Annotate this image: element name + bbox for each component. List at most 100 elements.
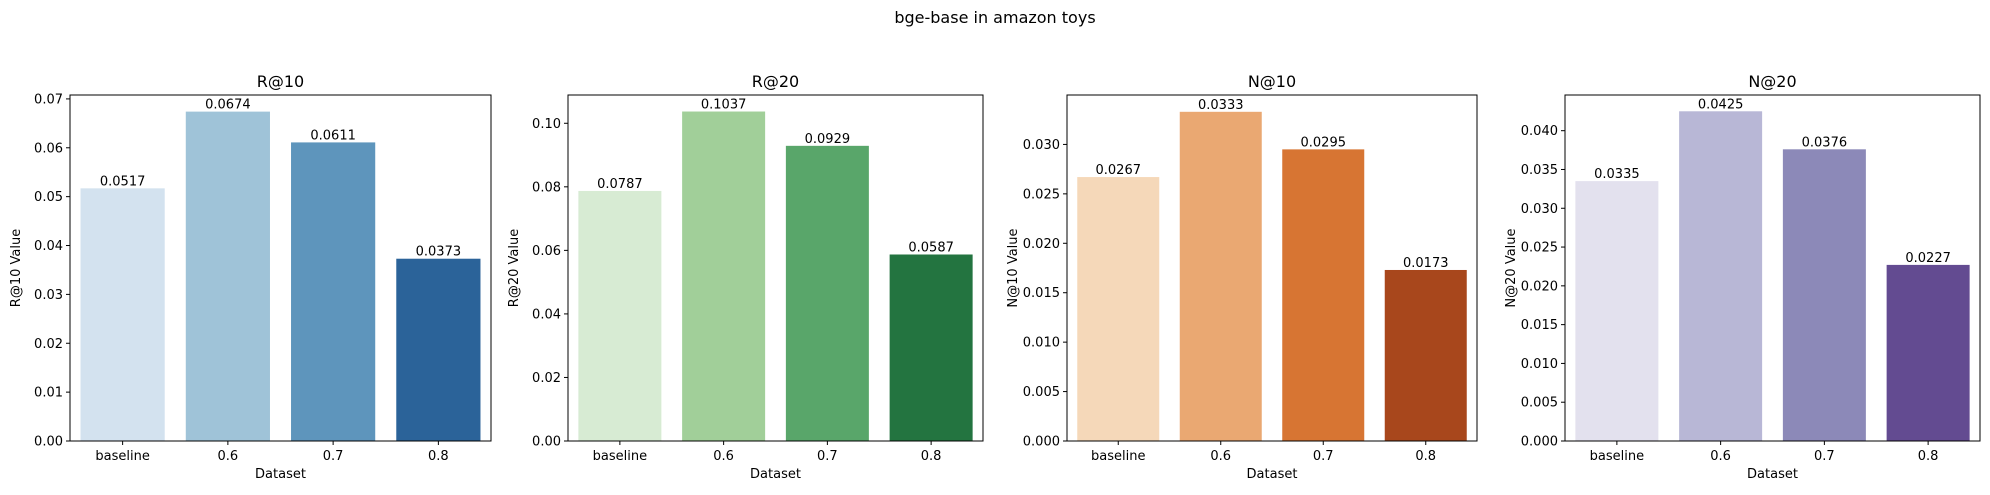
y-tick-label: 0.07 [34,92,63,107]
y-tick-label: 0.015 [1023,286,1060,301]
y-axis-label: R@20 Value [507,229,522,307]
bar-0.6 [682,111,766,441]
x-tick-label: 0.6 [713,449,734,464]
x-tick-label: 0.8 [1918,449,1939,464]
y-axis-label: R@10 Value [9,229,24,307]
bar-value-label: 0.0787 [597,177,643,192]
y-axis-label: N@20 Value [1504,228,1519,307]
subplot-1: 0.0517 0.0674 0.0611 0.0373 0.00 0.01 0.02 0.03… [9,72,492,482]
bar-0.6 [185,111,270,442]
subplot-title: R@20 [752,72,799,91]
y-tick-label: 0.06 [532,244,561,259]
y-tick-label: 0.00 [532,435,561,450]
subplot-title: N@20 [1748,72,1796,91]
y-tick-label: 0.030 [1023,138,1060,153]
y-tick-label: 0.020 [1023,237,1060,252]
y-tick-label: 0.04 [34,239,63,254]
y-tick-label: 0.00 [34,435,63,450]
y-tick-label: 0.000 [1521,435,1558,450]
bar-0.7 [1782,149,1866,441]
y-tick-label: 0.040 [1521,124,1558,139]
axes-frame [1564,94,1981,442]
x-tick-label: 0.7 [323,449,344,464]
y-tick-label: 0.10 [532,117,561,132]
bar-value-label: 0.0425 [1698,97,1744,112]
subplot-title: R@10 [257,72,304,91]
bar-value-label: 0.1037 [701,98,747,113]
y-tick-label: 0.08 [532,180,561,195]
subplot-4: 0.0335 0.0425 0.0376 0.0227 0.000 0.005 0.010 0… [1504,72,1981,482]
x-tick-label: 0.7 [1313,449,1334,464]
y-tick-label: 0.02 [34,337,63,352]
bar-value-label: 0.0333 [1198,98,1244,113]
y-tick-label: 0.025 [1521,241,1558,256]
y-tick-label: 0.04 [532,307,561,322]
figure-suptitle: bge-base in amazon toys [894,8,1095,27]
x-tick-label: 0.6 [218,449,239,464]
bar-value-label: 0.0376 [1802,135,1848,150]
x-axis-label: Dataset [750,467,801,482]
bar-baseline [1077,177,1160,441]
bar-0.6 [1679,111,1763,442]
bar-value-label: 0.0295 [1301,135,1347,150]
y-tick-label: 0.01 [34,386,63,401]
x-tick-label: baseline [1590,449,1644,464]
axes-frame [69,94,492,442]
bar-value-label: 0.0335 [1594,167,1640,182]
y-tick-label: 0.030 [1521,202,1558,217]
bar-baseline [80,188,165,441]
x-tick-label: baseline [593,449,647,464]
x-tick-label: 0.8 [921,449,942,464]
y-tick-label: 0.02 [532,371,561,386]
y-tick-label: 0.06 [34,141,63,156]
y-tick-label: 0.020 [1521,279,1558,294]
y-tick-label: 0.025 [1023,187,1060,202]
y-tick-label: 0.035 [1521,163,1558,178]
bar-value-label: 0.0611 [310,128,356,143]
bar-value-label: 0.0227 [1905,251,1951,266]
x-axis-label: Dataset [255,467,306,482]
y-axis-label: N@10 Value [1006,228,1021,307]
bar-0.7 [785,145,869,441]
x-axis-label: Dataset [1747,467,1798,482]
subplot-2: 0.0787 0.1037 0.0929 0.0587 0.00 0.02 0.04 0.06… [507,72,984,482]
x-tick-label: baseline [1091,449,1145,464]
bar-0.8 [396,258,481,441]
bar-baseline [1575,181,1659,441]
x-tick-label: baseline [95,449,149,464]
bar-value-label: 0.0929 [805,132,851,147]
x-tick-label: 0.8 [428,449,449,464]
y-tick-label: 0.015 [1521,318,1558,333]
bar-value-label: 0.0267 [1096,163,1142,178]
bar-value-label: 0.0587 [908,240,954,255]
subplot-title: N@10 [1248,72,1296,91]
bar-0.7 [291,142,376,441]
y-tick-label: 0.010 [1521,357,1558,372]
x-tick-label: 0.7 [817,449,838,464]
x-tick-label: 0.6 [1710,449,1731,464]
x-tick-label: 0.7 [1814,449,1835,464]
axes-frame [567,94,984,442]
bar-0.8 [1384,269,1467,441]
x-tick-label: 0.8 [1415,449,1436,464]
y-tick-label: 0.000 [1023,435,1060,450]
x-tick-label: 0.6 [1210,449,1231,464]
axes-frame [1066,94,1478,442]
bar-0.8 [889,254,973,441]
y-tick-label: 0.005 [1023,385,1060,400]
y-tick-label: 0.05 [34,190,63,205]
bar-value-label: 0.0373 [416,245,462,260]
bar-0.8 [1886,264,1970,441]
x-axis-label: Dataset [1247,467,1298,482]
y-tick-label: 0.03 [34,288,63,303]
bar-0.6 [1179,111,1262,441]
y-tick-label: 0.010 [1023,336,1060,351]
bar-value-label: 0.0674 [205,98,251,113]
bar-0.7 [1282,149,1365,441]
bar-value-label: 0.0173 [1403,256,1449,271]
y-tick-label: 0.005 [1521,396,1558,411]
bar-value-label: 0.0517 [100,174,146,189]
bar-baseline [578,190,662,441]
subplot-3: 0.0267 0.0333 0.0295 0.0173 0.000 0.005 0.010 0… [1006,72,1478,482]
